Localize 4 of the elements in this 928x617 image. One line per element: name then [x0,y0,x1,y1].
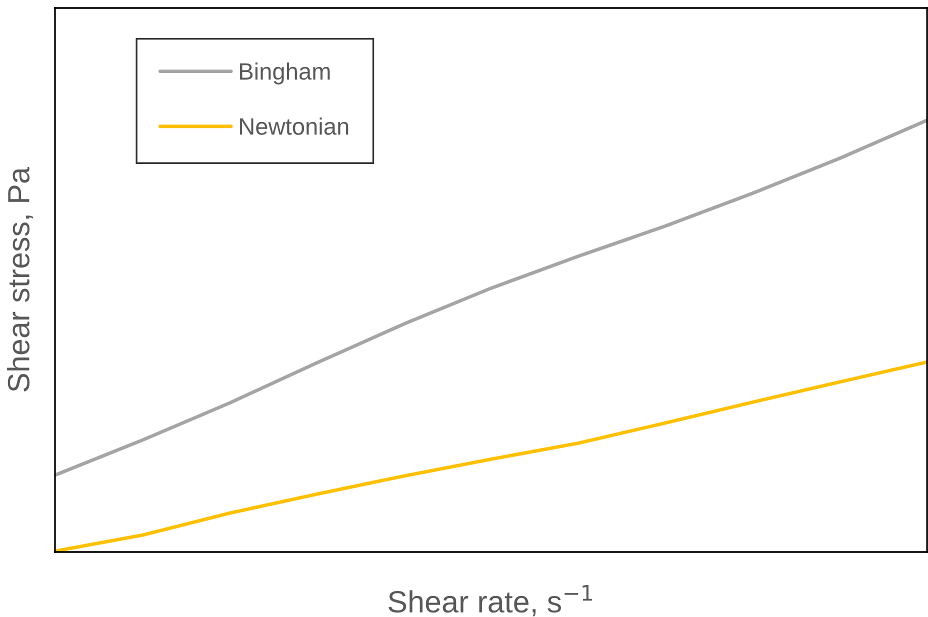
legend-label: Newtonian [240,118,348,135]
y-axis-title: Shear stress, Pa [7,167,34,392]
x-axis-title: Shear rate, s$^{−1}$ [388,585,592,616]
legend-label: Bingham [240,62,330,84]
